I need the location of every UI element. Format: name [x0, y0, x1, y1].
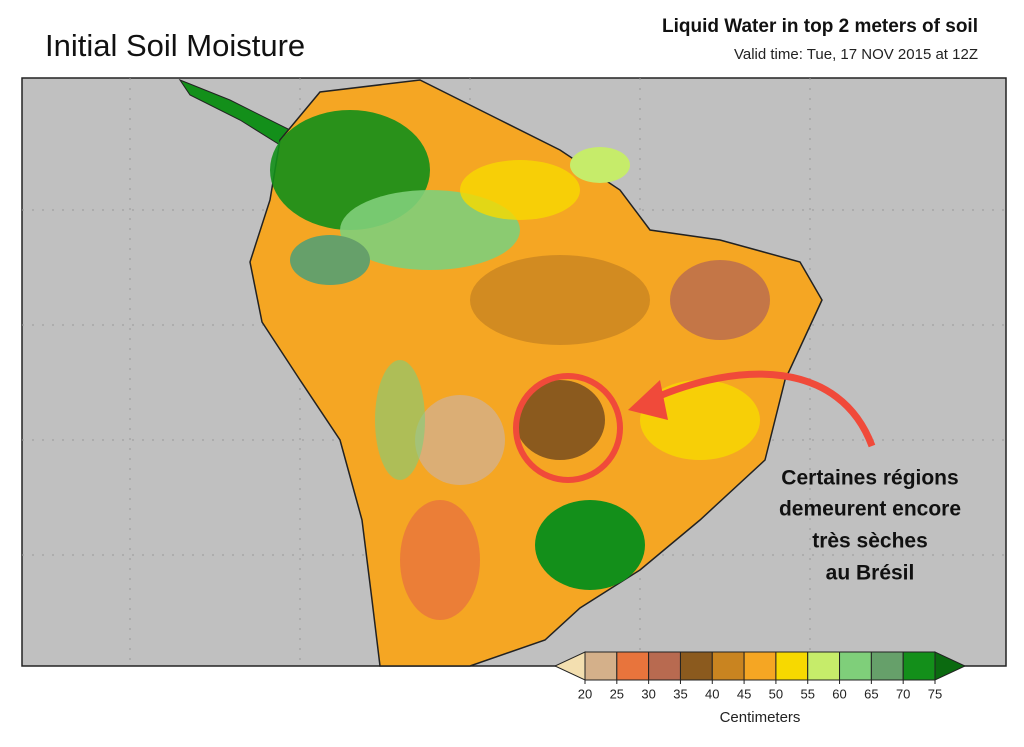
colorbar-box: [775, 651, 809, 681]
colorbar-box: [743, 651, 777, 681]
valid-time: Valid time: Tue, 17 NOV 2015 at 12Z: [734, 46, 978, 63]
arrow: [648, 370, 876, 448]
highlight-circle: [513, 373, 623, 483]
colorbar-tick-label: 60: [832, 686, 846, 701]
map: [21, 77, 1007, 667]
colorbar-over: [934, 651, 967, 681]
colorbar-tick-label: 50: [769, 686, 783, 701]
colorbar-box: [902, 651, 936, 681]
annotation-line: demeurent encore: [779, 498, 961, 521]
colorbar-tick-label: 40: [705, 686, 719, 701]
colorbar-tick-label: 35: [673, 686, 687, 701]
colorbar-box: [839, 651, 872, 681]
colorbar-box: [711, 651, 745, 681]
colorbar-tick-label: 75: [928, 686, 942, 701]
subtitle: Liquid Water in top 2 meters of soil: [662, 16, 978, 37]
colorbar-tick-label: 25: [610, 686, 624, 701]
arrow-head: [628, 380, 668, 420]
colorbar-tick-label: 45: [737, 686, 751, 701]
colorbar-tick-label: 65: [864, 686, 878, 701]
colorbar: 20 25 30 35 40 45 50 55 60 65 70 75: [553, 651, 967, 701]
annotation-line: très sèches: [812, 530, 928, 553]
colorbar-tick-label: 20: [578, 686, 592, 701]
colorbar-box: [679, 651, 713, 681]
annotation-line: Certaines régions: [781, 467, 958, 490]
colorbar-box: [648, 651, 681, 681]
title: Initial Soil Moisture: [45, 28, 305, 63]
colorbar-tick-label: 55: [800, 686, 814, 701]
colorbar-box: [584, 651, 618, 681]
colorbar-tick-label: 70: [896, 686, 910, 701]
annotation-line: au Brésil: [826, 562, 915, 585]
colorbar-label: Centimeters: [720, 709, 801, 726]
colorbar-tick-label: 30: [641, 686, 655, 701]
colorbar-box: [807, 651, 841, 681]
colorbar-box: [616, 651, 650, 681]
colorbar-box: [870, 651, 904, 681]
